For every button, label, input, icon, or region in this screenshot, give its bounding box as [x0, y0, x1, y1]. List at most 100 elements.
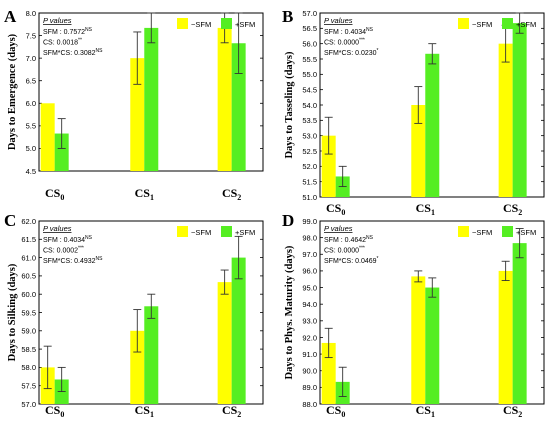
y-tick-label: 60.0 — [21, 290, 36, 299]
panel-d: D Days to Phys. Maturity (days) 88.0 89.0 90… — [282, 211, 545, 419]
pvalue-label: SFM*CS: 0.4932 — [43, 258, 96, 265]
category-label: CS0 — [326, 403, 345, 419]
pvalue-label: SFM : 0.4034 — [324, 29, 366, 36]
y-tick-label: 6.0 — [26, 99, 36, 108]
legend-swatch-plus — [221, 226, 232, 237]
y-tick-label: 95.0 — [302, 283, 317, 292]
y-tick-label: 54.0 — [302, 101, 317, 110]
pvalue-line: SFM*CS: 0.3082NS — [43, 48, 103, 57]
category-label: CS1 — [135, 186, 154, 202]
pvalue-significance: NS — [366, 235, 374, 241]
pvalue-line: SFM : 0.4642NS — [324, 235, 374, 244]
pvalue-line: CS: 0.0000*** — [324, 38, 365, 47]
category-subscript: 1 — [431, 208, 435, 217]
category-base: CS — [416, 201, 432, 215]
category-subscript: 1 — [150, 410, 154, 419]
y-tick-label: 52.0 — [302, 162, 317, 171]
y-tick-label: 53.5 — [302, 116, 317, 125]
bar-plus-sfm-cs0 — [54, 133, 69, 171]
category-subscript: 0 — [60, 193, 64, 202]
y-tick-label: 91.0 — [302, 350, 317, 359]
pvalue-line: SFM*CS: 0.0469* — [324, 256, 379, 265]
bar-minus-sfm-cs2 — [498, 43, 513, 197]
category-label: CS2 — [503, 403, 522, 419]
pvalue-line: CS: 0.0000*** — [324, 246, 365, 255]
pvalues-title: P values — [324, 16, 353, 25]
y-tick-label: 54.5 — [302, 85, 317, 94]
y-tick-label: 90.0 — [302, 367, 317, 376]
pvalue-label: CS: 0.0000 — [324, 40, 359, 47]
y-axis-label: Days to Emergence (days) — [7, 33, 18, 150]
pvalue-significance: NS — [96, 256, 104, 262]
category-base: CS — [503, 201, 519, 215]
category-label: CS1 — [416, 403, 435, 419]
bar-plus-sfm-cs2 — [512, 23, 527, 198]
legend-swatch-minus — [458, 18, 469, 29]
y-tick-label: 97.0 — [302, 250, 317, 259]
category-label: CS2 — [503, 201, 522, 217]
y-tick-label: 88.0 — [302, 400, 317, 409]
panel-a: A Days to Emergence (days) 4.5 5.0 5.5 6.0 6.5… — [4, 7, 264, 202]
panel-letter: A — [4, 7, 17, 26]
y-tick-label: 6.5 — [26, 77, 36, 86]
y-tick-label: 93.0 — [302, 317, 317, 326]
pvalue-label: SFM*CS: 0.3082 — [43, 50, 96, 57]
pvalue-line: SFM*CS: 0.4932NS — [43, 256, 103, 265]
category-label: CS2 — [222, 186, 241, 202]
pvalues-title: P values — [43, 224, 72, 233]
bar-minus-sfm-cs1 — [130, 330, 145, 404]
panel-letter: C — [4, 211, 16, 230]
category-base: CS — [135, 186, 151, 200]
y-tick-label: 59.0 — [21, 327, 36, 336]
legend-label-minus: −SFM — [191, 20, 211, 29]
category-base: CS — [135, 403, 151, 417]
pvalue-line: SFM*CS: 0.0230* — [324, 48, 379, 57]
bar-plus-sfm-cs2 — [512, 243, 527, 404]
legend-swatch-minus — [177, 226, 188, 237]
bar-minus-sfm-cs0 — [321, 135, 336, 197]
category-label: CS1 — [135, 403, 154, 419]
category-subscript: 0 — [60, 410, 64, 419]
pvalue-label: CS: 0.0002 — [43, 248, 78, 255]
y-tick-label: 5.5 — [26, 122, 36, 131]
category-label: CS0 — [45, 403, 64, 419]
category-label: CS0 — [326, 201, 345, 217]
bar-minus-sfm-cs1 — [411, 105, 426, 197]
y-tick-label: 53.0 — [302, 131, 317, 140]
y-tick-label: 51.5 — [302, 177, 317, 186]
y-tick-label: 61.0 — [21, 253, 36, 262]
pvalue-label: SFM*CS: 0.0230 — [324, 50, 377, 57]
category-base: CS — [503, 403, 519, 417]
y-tick-label: 62.0 — [21, 217, 36, 226]
legend-label-minus: −SFM — [472, 228, 492, 237]
pvalue-label: SFM : 0.4034 — [43, 237, 85, 244]
bar-plus-sfm-cs2 — [231, 257, 246, 404]
pvalue-line: SFM : 0.4034NS — [43, 235, 93, 244]
pvalue-significance: * — [377, 48, 379, 54]
pvalue-label: SFM*CS: 0.0469 — [324, 258, 377, 265]
legend-label-plus: +SFM — [235, 228, 255, 237]
pvalue-significance: NS — [366, 27, 374, 33]
y-tick-label: 56.0 — [302, 39, 317, 48]
category-subscript: 1 — [150, 193, 154, 202]
category-base: CS — [222, 403, 238, 417]
category-subscript: 2 — [518, 208, 522, 217]
y-tick-label: 55.5 — [302, 55, 317, 64]
pvalue-significance: *** — [359, 38, 365, 44]
y-axis-label: Days to Silking (days) — [7, 263, 18, 361]
legend-label-minus: −SFM — [191, 228, 211, 237]
y-tick-label: 58.0 — [21, 363, 36, 372]
legend-label-minus: −SFM — [472, 20, 492, 29]
y-tick-label: 4.5 — [26, 167, 36, 176]
pvalue-line: SFM : 0.4034NS — [324, 27, 374, 36]
pvalue-significance: NS — [85, 27, 93, 33]
y-tick-label: 57.0 — [21, 400, 36, 409]
pvalue-significance: ** — [78, 38, 82, 44]
y-tick-label: 7.5 — [26, 31, 36, 40]
legend-swatch-plus — [221, 18, 232, 29]
y-tick-label: 58.5 — [21, 345, 36, 354]
y-tick-label: 57.0 — [302, 9, 317, 18]
y-tick-label: 51.0 — [302, 193, 317, 202]
legend-swatch-minus — [177, 18, 188, 29]
